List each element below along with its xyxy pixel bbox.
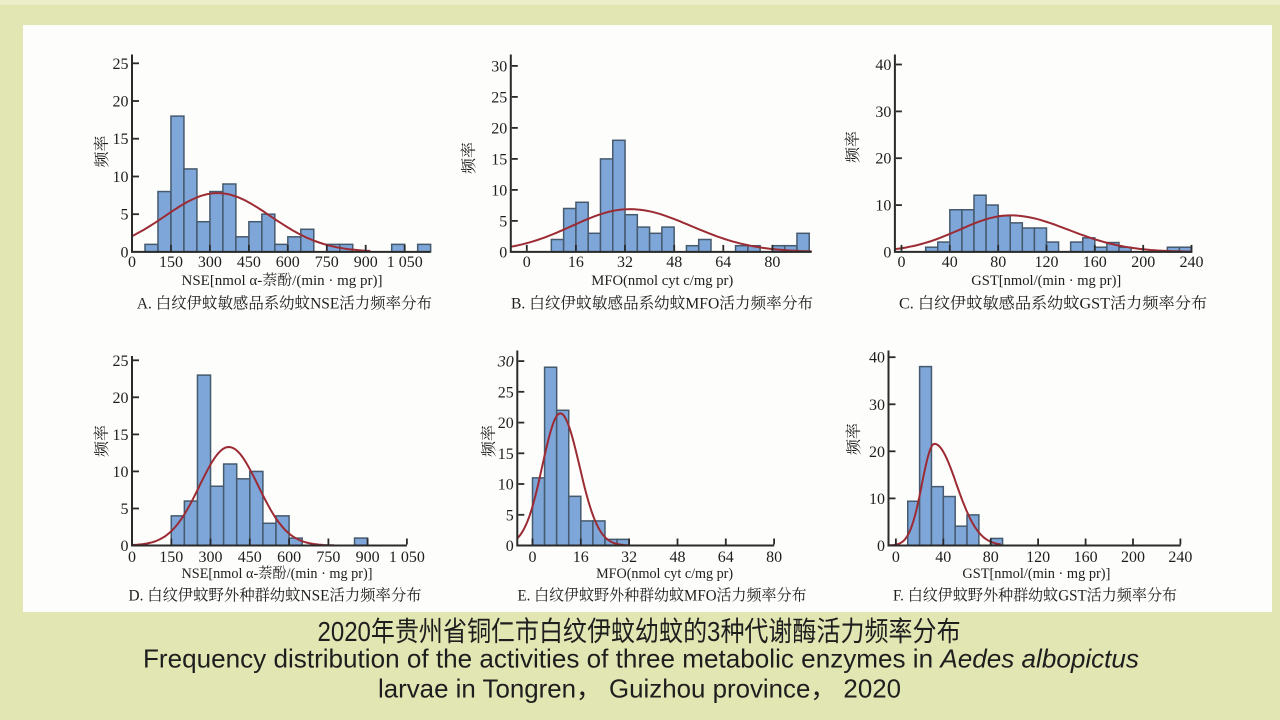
svg-text:0: 0 [499, 244, 507, 261]
svg-text:900: 900 [356, 549, 380, 566]
svg-text:120: 120 [1035, 254, 1059, 271]
svg-text:20: 20 [869, 444, 885, 461]
svg-text:16: 16 [568, 254, 584, 271]
svg-text:300: 300 [199, 549, 223, 566]
svg-text:15: 15 [491, 151, 507, 168]
svg-text:48: 48 [666, 254, 682, 271]
svg-text:频率: 频率 [93, 425, 111, 457]
svg-text:32: 32 [621, 549, 637, 566]
svg-text:30: 30 [869, 397, 885, 414]
svg-text:MFO(nmol cyt c/mg pr): MFO(nmol cyt c/mg pr) [591, 273, 733, 289]
svg-text:900: 900 [354, 254, 378, 271]
svg-text:1 050: 1 050 [389, 549, 425, 566]
svg-text:0: 0 [121, 538, 129, 555]
svg-text:10: 10 [498, 477, 514, 494]
svg-text:20: 20 [875, 151, 891, 168]
svg-text:600: 600 [277, 549, 301, 566]
svg-text:1 050: 1 050 [387, 254, 423, 271]
svg-text:750: 750 [316, 549, 340, 566]
svg-text:20: 20 [113, 94, 129, 111]
svg-text:0: 0 [529, 549, 537, 566]
svg-text:80: 80 [764, 254, 780, 271]
svg-text:频率: 频率 [844, 131, 862, 163]
svg-text:D. 白纹伊蚊野外种群幼蚊NSE活力频率分布: D. 白纹伊蚊野外种群幼蚊NSE活力频率分布 [129, 587, 422, 605]
svg-text:5: 5 [506, 507, 514, 524]
svg-text:600: 600 [276, 254, 300, 271]
svg-text:0: 0 [898, 254, 906, 271]
svg-text:240: 240 [1180, 254, 1204, 271]
svg-text:0: 0 [506, 538, 514, 555]
svg-text:64: 64 [718, 549, 734, 566]
svg-text:16: 16 [573, 549, 589, 566]
svg-text:48: 48 [670, 549, 686, 566]
svg-text:750: 750 [315, 254, 339, 271]
svg-text:120: 120 [1026, 549, 1050, 566]
svg-text:20: 20 [498, 415, 514, 432]
svg-text:40: 40 [875, 57, 891, 74]
svg-text:A. 白纹伊蚊敏感品系幼蚊NSE活力频率分布: A. 白纹伊蚊敏感品系幼蚊NSE活力频率分布 [137, 294, 432, 312]
svg-text:GST[nmol/(min · mg pr)]: GST[nmol/(min · mg pr)] [962, 566, 1110, 582]
svg-text:频率: 频率 [460, 142, 478, 174]
svg-text:40: 40 [869, 350, 885, 367]
svg-text:B. 白纹伊蚊敏感品系幼蚊MFO活力频率分布: B. 白纹伊蚊敏感品系幼蚊MFO活力频率分布 [511, 294, 813, 312]
svg-text:2020年贵州省铜仁市白纹伊蚊幼蚊的3种代谢酶活力频率分布: 2020年贵州省铜仁市白纹伊蚊幼蚊的3种代谢酶活力频率分布 [318, 616, 961, 647]
svg-text:15: 15 [498, 446, 514, 463]
svg-text:450: 450 [237, 254, 261, 271]
svg-text:25: 25 [491, 89, 507, 106]
svg-text:0: 0 [128, 549, 136, 566]
svg-text:NSE[nmol α-萘酚/(min · mg pr)]: NSE[nmol α-萘酚/(min · mg pr)] [182, 272, 383, 289]
svg-text:10: 10 [113, 169, 129, 186]
svg-text:10: 10 [491, 182, 507, 199]
svg-text:10: 10 [113, 464, 129, 481]
svg-text:0: 0 [877, 538, 885, 555]
svg-text:GST[nmol/(min · mg pr)]: GST[nmol/(min · mg pr)] [971, 273, 1121, 289]
svg-text:Frequency distribution of the: Frequency distribution of the activities… [143, 643, 1139, 673]
svg-text:25: 25 [113, 56, 129, 73]
svg-text:80: 80 [983, 549, 999, 566]
svg-text:150: 150 [159, 254, 183, 271]
svg-text:E. 白纹伊蚊野外种群幼蚊MFO活力频率分布: E. 白纹伊蚊野外种群幼蚊MFO活力频率分布 [518, 587, 807, 605]
svg-text:30: 30 [875, 104, 891, 121]
svg-text:40: 40 [935, 549, 951, 566]
svg-text:10: 10 [875, 198, 891, 215]
svg-text:频率: 频率 [93, 135, 111, 167]
svg-text:larvae in Tongren， Guizhou pro: larvae in Tongren， Guizhou province， 202… [378, 674, 901, 704]
svg-text:15: 15 [113, 131, 129, 148]
svg-text:160: 160 [1083, 254, 1107, 271]
svg-text:64: 64 [715, 254, 731, 271]
svg-text:160: 160 [1074, 549, 1098, 566]
svg-text:20: 20 [491, 120, 507, 137]
svg-text:30: 30 [497, 354, 514, 371]
svg-text:150: 150 [159, 549, 183, 566]
svg-text:0: 0 [892, 549, 900, 566]
svg-text:32: 32 [617, 254, 633, 271]
svg-text:20: 20 [113, 390, 129, 407]
svg-text:80: 80 [766, 549, 782, 566]
svg-text:MFO(nmol cyt c/mg pr): MFO(nmol cyt c/mg pr) [596, 566, 733, 582]
svg-text:15: 15 [113, 427, 129, 444]
svg-text:25: 25 [498, 384, 514, 401]
svg-text:F. 白纹伊蚊野外种群幼蚊GST活力频率分布: F. 白纹伊蚊野外种群幼蚊GST活力频率分布 [893, 587, 1177, 605]
svg-text:30: 30 [491, 58, 507, 75]
svg-text:0: 0 [883, 244, 891, 261]
svg-text:NSE[nmol α-萘酚/(min · mg pr)]: NSE[nmol α-萘酚/(min · mg pr)] [182, 565, 373, 582]
svg-text:C. 白纹伊蚊敏感品系幼蚊GST活力频率分布: C. 白纹伊蚊敏感品系幼蚊GST活力频率分布 [899, 294, 1207, 312]
svg-text:0: 0 [128, 254, 136, 271]
svg-text:5: 5 [121, 207, 129, 224]
svg-text:5: 5 [121, 501, 129, 518]
svg-text:0: 0 [121, 244, 129, 261]
svg-text:25: 25 [113, 353, 129, 370]
svg-text:频率: 频率 [845, 423, 863, 455]
svg-text:10: 10 [869, 491, 885, 508]
svg-text:300: 300 [198, 254, 222, 271]
svg-text:200: 200 [1131, 254, 1155, 271]
svg-text:450: 450 [238, 549, 262, 566]
svg-text:频率: 频率 [480, 425, 498, 457]
svg-text:240: 240 [1168, 549, 1192, 566]
svg-text:200: 200 [1121, 549, 1145, 566]
svg-text:80: 80 [990, 254, 1006, 271]
svg-text:5: 5 [499, 213, 507, 230]
svg-text:40: 40 [942, 254, 958, 271]
svg-text:0: 0 [523, 254, 531, 271]
